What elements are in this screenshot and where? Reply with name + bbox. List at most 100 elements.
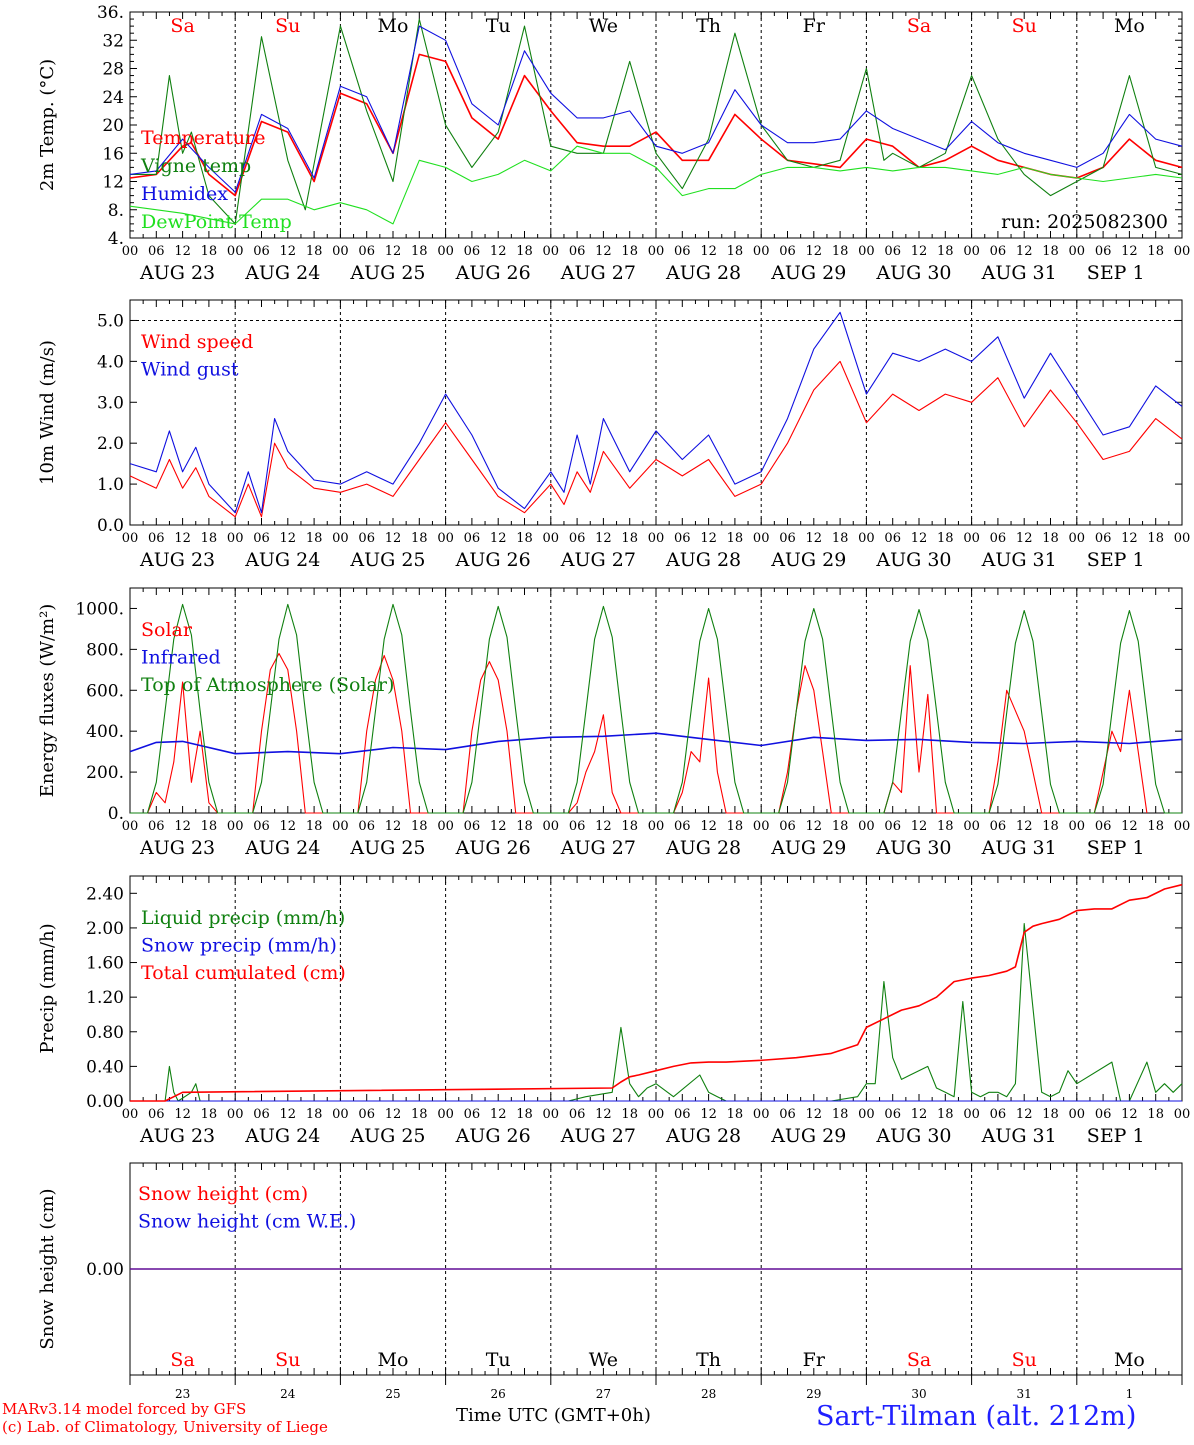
day-number-label: 29: [806, 1387, 821, 1401]
y-tick-label: 32: [102, 31, 124, 51]
series-line-humidex: [129, 25, 1183, 193]
hour-label: 18: [306, 1107, 323, 1122]
legend-entry: Total cumulated (cm): [141, 962, 346, 984]
hour-label: 18: [201, 819, 218, 834]
date-label: AUG 29: [770, 262, 846, 284]
y-axis-label: 2m Temp. (°C): [37, 59, 58, 191]
date-label: AUG 29: [770, 837, 846, 859]
hour-label: 06: [779, 819, 796, 834]
hour-label: 12: [700, 1107, 717, 1122]
hour-label: 00: [753, 819, 770, 834]
hour-label: 06: [464, 819, 481, 834]
date-label: AUG 27: [560, 1125, 636, 1147]
hour-label: 00: [332, 244, 349, 259]
hour-label: 00: [543, 1107, 560, 1122]
weekday-label: Th: [696, 1349, 721, 1371]
hour-label: 18: [1042, 1107, 1059, 1122]
hour-label: 18: [411, 819, 428, 834]
hour-label: 18: [1147, 244, 1164, 259]
hour-label: 06: [674, 1107, 691, 1122]
hour-label: 18: [1147, 531, 1164, 546]
hour-label: 12: [174, 531, 191, 546]
hour-label: 12: [1016, 1107, 1033, 1122]
y-tick-label: 20: [102, 116, 124, 136]
hour-label: 18: [832, 531, 849, 546]
day-number-label: 23: [175, 1387, 190, 1401]
hour-label: 00: [753, 531, 770, 546]
hour-label: 00: [437, 1107, 454, 1122]
date-label: SEP 1: [1087, 1125, 1145, 1147]
model-text: MARv3.14 model forced by GFS: [2, 1400, 247, 1418]
y-tick-label: 800.: [86, 640, 124, 660]
hour-label: 06: [464, 244, 481, 259]
date-label: AUG 24: [244, 1125, 320, 1147]
hour-label: 06: [1095, 1107, 1112, 1122]
y-tick-label: 24: [102, 88, 124, 108]
hour-label: 06: [358, 819, 375, 834]
y-tick-label: 400.: [86, 722, 124, 742]
hour-label: 00: [1069, 819, 1086, 834]
date-label: AUG 30: [875, 549, 951, 571]
series-line-wind-speed: [129, 360, 1183, 518]
date-label: AUG 31: [981, 1125, 1057, 1147]
model-credit: MARv3.14 model forced by GFS (c) Lab. of…: [2, 1400, 328, 1436]
date-label: AUG 25: [349, 262, 425, 284]
hour-label: 00: [858, 244, 875, 259]
hour-label: 12: [385, 244, 402, 259]
day-number-label: 25: [385, 1387, 400, 1401]
hour-label: 12: [1016, 244, 1033, 259]
hour-label: 00: [648, 244, 665, 259]
hour-label: 18: [1042, 244, 1059, 259]
hour-label: 18: [937, 1107, 954, 1122]
hour-label: 06: [148, 819, 165, 834]
hour-label: 06: [253, 531, 270, 546]
hour-label: 06: [253, 819, 270, 834]
hour-label: 00: [648, 531, 665, 546]
hour-label: 06: [358, 531, 375, 546]
hour-label: 06: [990, 1107, 1007, 1122]
hour-label: 18: [621, 1107, 638, 1122]
date-label: AUG 31: [981, 549, 1057, 571]
date-label: AUG 23: [139, 1125, 215, 1147]
date-label: AUG 29: [770, 549, 846, 571]
y-tick-label: 0.40: [86, 1057, 124, 1077]
hour-label: 00: [543, 244, 560, 259]
hour-label: 12: [174, 244, 191, 259]
panel-snow: 0.00 Snow height (cm) Snow height (cm) Snow…: [37, 1162, 1183, 1401]
hour-label: 18: [411, 1107, 428, 1122]
station-name: Sart-Tilman (alt. 212m): [816, 1401, 1137, 1432]
hour-label: 00: [858, 1107, 875, 1122]
series-line-dewpoint-temp: [129, 145, 1183, 225]
hour-label: 06: [1095, 531, 1112, 546]
y-tick-label: 0.0: [97, 516, 124, 536]
hour-label: 18: [937, 531, 954, 546]
hour-label: 18: [832, 244, 849, 259]
hour-label: 12: [1121, 1107, 1138, 1122]
date-label: AUG 24: [244, 262, 320, 284]
weekday-label: Sa: [170, 15, 194, 37]
hour-label: 18: [937, 819, 954, 834]
legend-entry: Snow height (cm): [138, 1183, 308, 1205]
date-label: AUG 25: [349, 837, 425, 859]
hour-label: 12: [280, 244, 297, 259]
y-axis-label: Snow height (cm): [37, 1188, 58, 1349]
hour-label: 12: [700, 531, 717, 546]
hour-label: 18: [727, 1107, 744, 1122]
date-label: AUG 31: [981, 837, 1057, 859]
date-label: AUG 27: [560, 549, 636, 571]
weekday-label: Su: [275, 1349, 300, 1371]
legend-entry: Snow height (cm W.E.): [138, 1211, 356, 1233]
series-line-top-of-atmosphere-solar-: [130, 603, 1182, 814]
series-line-temperature: [129, 53, 1183, 197]
y-axis-label: Energy fluxes (W/m²): [37, 604, 58, 798]
y-tick-label: 2.0: [97, 434, 124, 454]
hour-label: 12: [1121, 531, 1138, 546]
hour-label: 00: [437, 819, 454, 834]
hour-label: 06: [779, 1107, 796, 1122]
hour-label: 12: [385, 1107, 402, 1122]
weekday-label: Th: [696, 15, 721, 37]
y-tick-label: 1000.: [75, 599, 124, 619]
hour-label: 06: [569, 819, 586, 834]
date-label: AUG 24: [244, 549, 320, 571]
date-label: AUG 23: [139, 837, 215, 859]
